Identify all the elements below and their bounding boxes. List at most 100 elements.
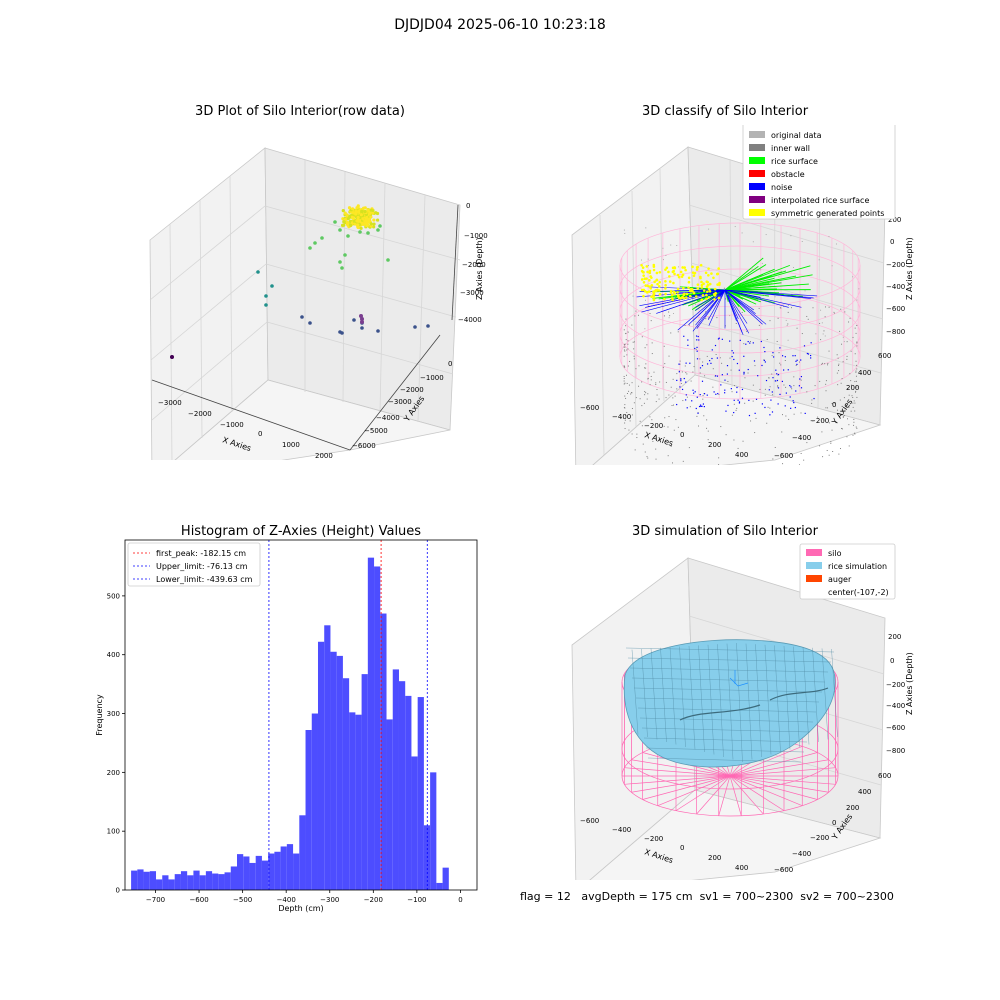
p2-noise-point [709, 360, 711, 362]
p2-symmetric-point [702, 282, 705, 286]
p2-noise-point [794, 406, 796, 409]
p2-wall-point [623, 380, 625, 382]
p2-symmetric-point [670, 293, 674, 297]
p2-noise-point [770, 399, 772, 401]
p2-noise-line [647, 286, 726, 291]
p2-wall-point [769, 320, 771, 322]
p2-symmetric-point [673, 292, 677, 295]
p2-noise-point [689, 362, 691, 364]
panel2-legend: original data inner wall rice surface obsta… [742, 125, 896, 220]
p2-symmetric-point [652, 295, 655, 299]
p2-wall-point [778, 352, 780, 354]
histogram-legend-label: Upper_limit: -76.13 cm [156, 562, 248, 571]
p2-wall-point [780, 364, 782, 366]
p2-noise-point [717, 338, 720, 340]
p2-wall-point [825, 407, 827, 409]
p2-original-point [645, 227, 647, 229]
p4-z-label: Z Axies (Depth) [905, 652, 914, 715]
p2-noise-point [680, 380, 682, 382]
rice-mesh-line [645, 747, 805, 753]
status-avg-depth: avgDepth = 175 cm [581, 890, 693, 903]
p2-wall-point [718, 393, 720, 395]
histogram-y-tick: 100 [107, 828, 120, 836]
p2-wall-point [846, 388, 848, 390]
p2-wall-point [837, 357, 839, 359]
p2-noise-line [724, 289, 750, 334]
p2-wall-point [645, 392, 647, 394]
histogram-x-tick: −100 [407, 896, 426, 904]
p2-noise-point [799, 378, 801, 380]
p2-original-point [787, 339, 789, 341]
p1-point [369, 222, 373, 226]
p2-noise-point [775, 369, 777, 371]
p2-wall-point [793, 413, 795, 415]
p2-wall-point [677, 331, 679, 333]
p2-wall-point [632, 341, 634, 343]
histogram-bar [355, 714, 362, 890]
p4-legend-label: center(-107,-2) [828, 588, 889, 597]
p2-wall-point [824, 306, 826, 308]
silo-floor-spoke [718, 775, 731, 816]
p2-wall-point [839, 330, 841, 332]
p2-wall-point [854, 432, 856, 434]
p2-wall-point [628, 429, 630, 431]
p2-wall-point [836, 409, 838, 411]
p2-wall-point [720, 426, 722, 428]
p2-symmetric-point [685, 292, 689, 296]
p2-wall-point [629, 420, 631, 422]
p2-wall-point [787, 323, 789, 325]
p2-wall-point [631, 407, 633, 409]
p2-x-tick: −400 [612, 413, 631, 421]
p2-wall-point [625, 325, 627, 327]
p2-z-tick: 0 [890, 238, 894, 246]
p2-wall-point [764, 388, 766, 390]
p2-wall-point [623, 344, 625, 346]
p2-wall-point [670, 445, 672, 447]
p1-x-tick: 0 [258, 430, 262, 438]
status-flag: flag = 12 [520, 890, 571, 903]
p2-wall-point [639, 420, 641, 422]
p2-wall-point [854, 410, 856, 412]
p2-legend-swatch [749, 183, 765, 190]
p2-wall-point [845, 404, 847, 406]
p2-wall-point [655, 384, 657, 386]
p2-wall-point [742, 440, 744, 442]
p2-wall-point [656, 394, 658, 396]
p2-wall-point [708, 317, 710, 319]
p2-symmetric-point [667, 270, 670, 274]
p2-noise-point [724, 379, 726, 381]
p2-wall-point [787, 311, 789, 313]
p1-point [341, 209, 345, 213]
silo-floor-spoke [729, 775, 829, 793]
p2-symmetric-point [707, 267, 710, 270]
p4-legend-label: rice simulation [828, 562, 887, 571]
p2-legend-swatch [749, 196, 765, 203]
silo-floor-spoke [729, 752, 818, 777]
p1-z-tick: 0 [466, 202, 470, 210]
p2-wall-point [845, 405, 847, 407]
p2-wall-point [649, 313, 651, 315]
p1-point [345, 222, 350, 226]
p2-noise-point [701, 364, 704, 367]
p4-x-tick: −600 [580, 817, 599, 825]
p2-noise-point [764, 351, 766, 353]
p2-wall-point [635, 397, 637, 399]
p2-symmetric-point [658, 292, 662, 296]
p1-point [372, 218, 376, 222]
histogram-bar [342, 678, 350, 890]
p2-noise-point [695, 407, 697, 410]
p2-wall-point [851, 395, 853, 397]
p2-legend-label: symmetric generated points [771, 209, 884, 218]
p2-wall-point [831, 402, 833, 404]
p2-wall-point [686, 373, 688, 375]
p2-original-point [815, 333, 817, 335]
silo-floor-spoke [729, 759, 829, 777]
p2-noise-point [696, 396, 698, 398]
p2-noise-point [749, 342, 751, 344]
p2-wall-point [812, 420, 814, 422]
p2-wall-point [779, 307, 781, 309]
p4-legend-label: silo [828, 549, 842, 558]
p1-point [350, 207, 355, 211]
p2-noise-point [717, 392, 719, 395]
silo-floor-spoke [729, 775, 818, 800]
